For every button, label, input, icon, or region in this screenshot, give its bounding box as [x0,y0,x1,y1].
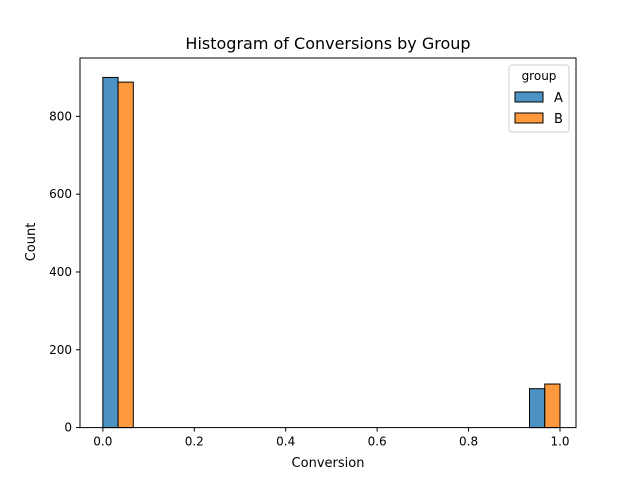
bar-b-1 [544,383,561,429]
x-tick-label: 0.6 [368,435,387,449]
x-tick-label: 0.8 [459,435,478,449]
legend-swatch-b [514,112,544,124]
x-tick-label: 0.2 [185,435,204,449]
y-tick-label: 800 [49,109,72,123]
plot-area: 0.0 0.2 0.4 0.6 0.8 1.0 0 200 400 600 800 [49,76,570,449]
y-axis-label: Count [24,223,39,262]
y-tick-label: 400 [49,265,72,279]
y-tick-label: 200 [49,343,72,357]
legend-label-b: B [554,112,563,127]
legend-swatch-a [514,91,544,103]
axes-frame [79,57,577,429]
x-tick-label: 1.0 [550,435,569,449]
chart-title: Histogram of Conversions by Group [185,34,470,53]
bar-b-0 [117,81,134,429]
legend-title: group [522,69,557,83]
legend-label-a: A [554,91,563,106]
x-tick-label: 0.0 [93,435,112,449]
x-tick-label: 0.4 [276,435,295,449]
y-tick-label: 0 [64,421,72,435]
bar-a-0 [102,76,119,429]
x-axis-label: Conversion [292,456,365,471]
y-tick-label: 600 [49,187,72,201]
bar-a-1 [529,388,546,429]
legend: group A B [508,64,570,133]
